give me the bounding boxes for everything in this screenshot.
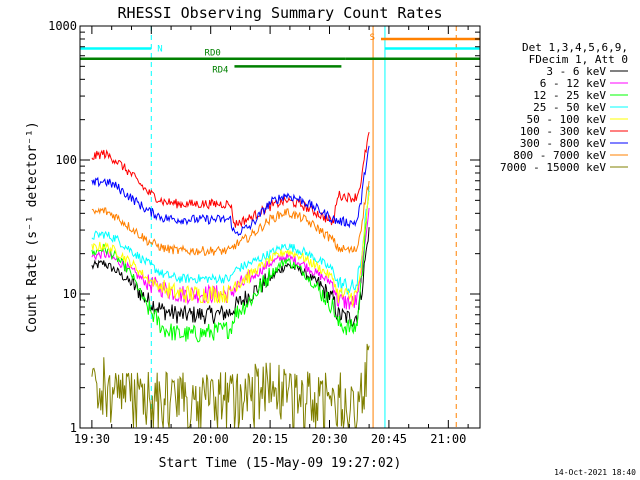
legend-entry-2: 12 - 25 keV [533,89,606,102]
series-line-2 [91,190,370,343]
series-line-4 [91,191,370,308]
series-line-1 [91,207,370,310]
legend-entry-1: 6 - 12 keV [540,77,607,90]
flag-label-rd0: RD0 [205,49,221,59]
legend-entry-0: 3 - 6 keV [546,65,606,78]
x-tick-label-3: 20:15 [252,432,288,446]
y-tick-label-2: 100 [55,153,77,167]
legend-entry-6: 300 - 800 keV [520,137,606,150]
series-line-0 [91,227,370,328]
legend-entry-5: 100 - 300 keV [520,125,606,138]
series-line-3 [91,185,370,295]
footer-timestamp: 14-Oct-2021 18:40 [554,468,636,477]
legend-entry-4: 50 - 100 keV [527,113,607,126]
y-tick-label-3: 1000 [48,19,77,33]
x-tick-label-2: 20:00 [193,432,229,446]
y-tick-label-1: 10 [63,287,77,301]
series-line-7 [91,180,370,257]
legend-header-0: Det 1,3,4,5,6,9, [522,41,628,54]
x-tick-label-4: 20:30 [311,432,347,446]
legend-entry-3: 25 - 50 keV [533,101,606,114]
series-line-8 [91,343,370,429]
series-line-5 [91,131,370,228]
series-line-6 [91,145,370,237]
x-tick-label-6: 21:00 [430,432,466,446]
legend-header-1: FDecim 1, Att 0 [529,53,628,66]
y-axis-label: Count Rate (s⁻¹ detector⁻¹) [25,121,40,332]
flag-label-s: S [370,33,375,43]
plot-frame [79,25,481,429]
plot-marks: N S RD0 RD4 [80,26,480,429]
chart-title: RHESSI Observing Summary Count Rates [117,4,442,22]
x-tick-label-1: 19:45 [133,432,169,446]
flag-label-rd4: RD4 [212,65,228,75]
y-tick-label-0: 1 [70,421,77,435]
x-tick-label-5: 20:45 [371,432,407,446]
legend-entry-8: 7000 - 15000 keV [500,161,606,174]
legend: Det 1,3,4,5,6,9,FDecim 1, Att 03 - 6 keV… [500,41,628,174]
axis-ticks: 19:30 19:45 20:00 20:15 20:30 20:45 21:00 1 10 10… [48,19,480,446]
legend-entry-7: 800 - 7000 keV [513,149,606,162]
x-tick-label-0: 19:30 [74,432,110,446]
flag-label-n: N [157,44,162,54]
x-axis-label: Start Time (15-May-09 19:27:02) [159,456,402,471]
